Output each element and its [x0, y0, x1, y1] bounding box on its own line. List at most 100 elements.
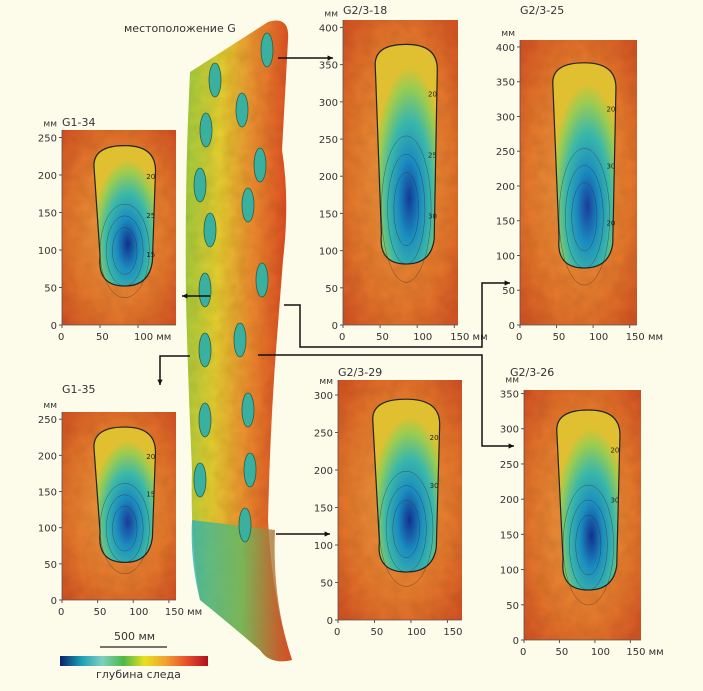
x-tick-label: 50 [553, 332, 566, 343]
y-tick-label: 150 [314, 504, 333, 515]
footprint-panel-G2-3-29: 20 30 G2/3-29 мм 0 50 100 150 200 250 300 0 50 100 150 [314, 366, 463, 638]
contour-label: 15 [146, 251, 155, 259]
y-tick-label: 50 [320, 579, 333, 590]
arrowhead [327, 55, 333, 61]
contour-line [379, 470, 434, 587]
connector-arrow [258, 354, 514, 447]
y-tick-label: 350 [500, 390, 519, 401]
x-tick-label: 100 [589, 332, 608, 343]
contour-line [558, 148, 610, 286]
footprint-panel-G2-3-18: 20 25 30 G2/3-18 мм 0 50 100 150 200 250 300 350 400 0… [319, 4, 488, 343]
x-tick-label: 0 [520, 647, 526, 658]
y-tick-label: 250 [500, 460, 519, 471]
contour-line [99, 483, 150, 574]
footprint-panel-G1-34: 20 25 15 G1-34 мм 0 50 100 150 200 250 0 50 100 мм [38, 116, 176, 343]
y-tick-label: 50 [44, 284, 57, 295]
y-tick-label: 300 [500, 425, 519, 436]
y-tick-label: 250 [314, 429, 333, 440]
y-tick-label: 0 [509, 321, 515, 332]
y-tick-label: 400 [496, 43, 515, 54]
y-tick-label: 100 [314, 541, 333, 552]
x-tick-label: 0 [58, 332, 64, 343]
y-tick-label: 250 [496, 147, 515, 158]
arrowhead [324, 531, 330, 537]
arrowhead [182, 293, 188, 299]
contour-line [565, 165, 604, 269]
y-tick-label: 350 [496, 78, 515, 89]
trackway-footprint [243, 452, 257, 488]
y-tick-label: 300 [319, 98, 338, 109]
y-tick-label: 100 [319, 247, 338, 258]
x-tick-label: 150 мм [626, 332, 663, 343]
connector-arrow [159, 355, 190, 385]
contour-line [99, 203, 150, 298]
contour-label: 20 [430, 434, 439, 442]
y-tick-label: 250 [38, 415, 57, 426]
contour-label: 20 [606, 219, 615, 227]
contour-line [569, 499, 608, 591]
trackway-footprint [238, 507, 252, 543]
y-tick-label: 150 [319, 209, 338, 220]
contour-label: 15 [146, 491, 155, 499]
contour-label: 20 [146, 173, 155, 181]
y-tick-label: 300 [314, 391, 333, 402]
x-tick-label: 0 [58, 607, 64, 618]
contour-label: 25 [146, 212, 155, 220]
y-tick-label: 200 [500, 495, 519, 506]
y-tick-label: 100 [496, 251, 515, 262]
trackway-footprint [241, 187, 255, 223]
x-tick-label: 100 [407, 627, 426, 638]
x-tick-label: 150 мм [165, 607, 202, 618]
footprint-panel-G2-3-25: 20 30 20 G2/3-25 мм 0 50 100 150 200 250 300 350 400 0… [496, 4, 663, 343]
arrowhead [508, 443, 514, 449]
trackway-footprint [198, 272, 212, 308]
y-tick-label: 0 [51, 596, 57, 607]
x-tick-label: 100 [591, 647, 610, 658]
y-axis-unit: мм [505, 376, 519, 386]
contour-line [562, 484, 614, 606]
y-tick-label: 150 [38, 488, 57, 499]
trackway-footprint [255, 262, 269, 298]
panel-title: G2/3-29 [338, 366, 382, 379]
y-tick-label: 150 [38, 209, 57, 220]
depth-colorbar [60, 656, 208, 666]
x-tick-label: 150 [443, 627, 462, 638]
trackway-footprint [260, 32, 274, 68]
x-tick-label: 100 мм [134, 332, 171, 343]
trackway-footprint [208, 62, 222, 98]
contour-label: 30 [610, 497, 619, 505]
contour-line [385, 485, 427, 573]
x-tick-label: 50 [555, 647, 568, 658]
y-tick-label: 0 [513, 636, 519, 647]
contour-line [112, 505, 138, 552]
arrowhead [157, 379, 163, 385]
contour-line [571, 182, 598, 252]
panel-title: G2/3-25 [520, 4, 564, 17]
trackway-footprint [193, 462, 207, 498]
y-tick-label: 200 [38, 171, 57, 182]
y-tick-label: 0 [327, 616, 333, 627]
y-tick-label: 100 [38, 246, 57, 257]
y-tick-label: 200 [314, 466, 333, 477]
x-tick-label: 100 [413, 332, 432, 343]
x-tick-label: 150 мм [626, 647, 663, 658]
y-tick-label: 0 [51, 321, 57, 332]
y-tick-label: 300 [496, 112, 515, 123]
connector-arrows [157, 55, 514, 537]
site-label: местоположение G [124, 22, 236, 35]
x-tick-label: 100 [129, 607, 148, 618]
contour-label: 25 [428, 151, 437, 159]
trackway-footprint [253, 147, 267, 183]
x-tick-label: 50 [96, 332, 109, 343]
y-tick-label: 200 [319, 172, 338, 183]
trackway-footprint [199, 112, 213, 148]
panel-title: G1-34 [62, 116, 96, 129]
y-axis-unit: мм [43, 120, 57, 130]
x-tick-label: 0 [334, 627, 340, 638]
connector-arrow [284, 282, 510, 348]
x-tick-label: 50 [370, 627, 383, 638]
x-tick-label: 150 мм [450, 332, 487, 343]
